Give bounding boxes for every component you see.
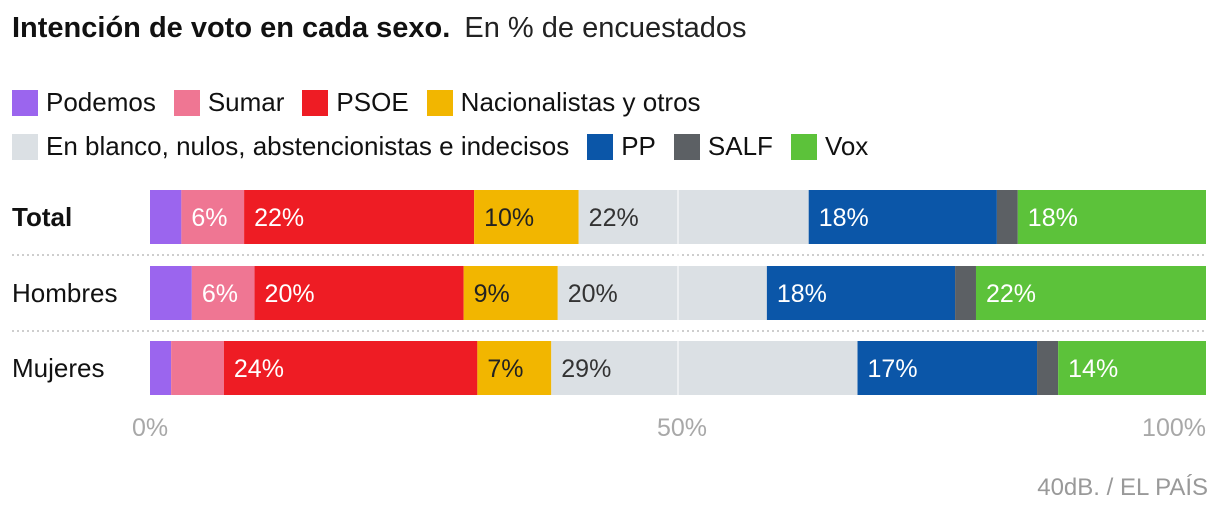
bar-segment	[557, 266, 767, 320]
category-label: Hombres	[12, 278, 117, 308]
legend-item: Vox	[790, 124, 869, 168]
legend-swatch	[587, 134, 614, 160]
legend-swatch	[12, 134, 38, 160]
legend-swatch	[302, 90, 329, 116]
bar-segment	[551, 341, 858, 395]
bar-segment	[150, 341, 172, 395]
bar-segment	[1037, 341, 1059, 395]
legend-label: Vox	[824, 131, 869, 161]
bar-segment	[171, 341, 224, 395]
data-label: 6%	[191, 204, 227, 232]
bar-segment	[955, 266, 976, 320]
bar-segment	[808, 190, 997, 244]
category-label: Total	[12, 202, 72, 232]
source-note: 40dB. / EL PAÍS	[1037, 474, 1208, 501]
legend-swatch	[173, 90, 200, 116]
data-label: 10%	[484, 204, 534, 232]
data-label: 9%	[474, 280, 510, 308]
data-label: 6%	[202, 280, 238, 308]
chart-legend: Podemos Sumar PSOE Nacionalistas y otros En …	[12, 80, 1072, 168]
data-label: 18%	[1028, 204, 1078, 232]
legend-item: PSOE	[302, 80, 409, 124]
bar-segment	[181, 190, 245, 244]
x-tick-label: 0%	[132, 414, 168, 442]
data-label: 20%	[568, 280, 618, 308]
x-tick-label: 50%	[657, 414, 707, 442]
x-tick-label: 100%	[1142, 414, 1206, 442]
legend-swatch	[790, 134, 817, 160]
bar-segment	[1017, 190, 1206, 244]
bar-segment	[766, 266, 956, 320]
data-label: 22%	[254, 204, 304, 232]
legend-item: SALF	[673, 124, 773, 168]
data-label: 18%	[819, 204, 869, 232]
bar-segment	[223, 341, 478, 395]
category-label: Mujeres	[12, 353, 104, 383]
bar-segment	[996, 190, 1018, 244]
legend-swatch	[12, 90, 38, 116]
legend-label: Sumar	[207, 87, 285, 117]
data-label: 24%	[234, 355, 284, 383]
bar-segment	[244, 190, 475, 244]
data-label: 17%	[868, 355, 918, 383]
data-label: 20%	[265, 280, 315, 308]
bar-segment	[477, 341, 552, 395]
legend-item: PP	[587, 124, 656, 168]
bar-segment	[463, 266, 558, 320]
legend-swatch	[673, 134, 700, 160]
bar-segment	[857, 341, 1038, 395]
bar-segment	[474, 190, 579, 244]
bar-segment	[578, 190, 809, 244]
legend-item: Nacionalistas y otros	[426, 80, 701, 124]
legend-swatch	[426, 90, 453, 116]
legend-label: Podemos	[46, 87, 156, 117]
legend-item: Sumar	[173, 80, 285, 124]
legend-label: Nacionalistas y otros	[460, 87, 701, 117]
data-label: 14%	[1068, 355, 1118, 383]
chart-title: Intención de voto en cada sexo.	[12, 12, 451, 44]
legend-label: PSOE	[336, 87, 409, 117]
bar-segment	[191, 266, 255, 320]
data-label: 7%	[487, 355, 523, 383]
data-label: 22%	[589, 204, 639, 232]
bar-segment	[975, 266, 1206, 320]
bar-segment	[254, 266, 464, 320]
legend-item: Podemos	[12, 80, 156, 124]
legend-label: PP	[621, 131, 656, 161]
legend-label: En blanco, nulos, abstencionistas e inde…	[46, 131, 570, 161]
data-label: 18%	[777, 280, 827, 308]
bar-segment	[150, 190, 182, 244]
legend-item: En blanco, nulos, abstencionistas e inde…	[12, 124, 569, 168]
bar-segment	[150, 266, 192, 320]
legend-label: SALF	[707, 131, 773, 161]
bar-segment	[1058, 341, 1206, 395]
data-label: 29%	[561, 355, 611, 383]
data-label: 22%	[986, 280, 1036, 308]
chart-title-block: Intención de voto en cada sexo. En % de …	[12, 12, 747, 45]
chart-subtitle: En % de encuestados	[464, 12, 747, 44]
